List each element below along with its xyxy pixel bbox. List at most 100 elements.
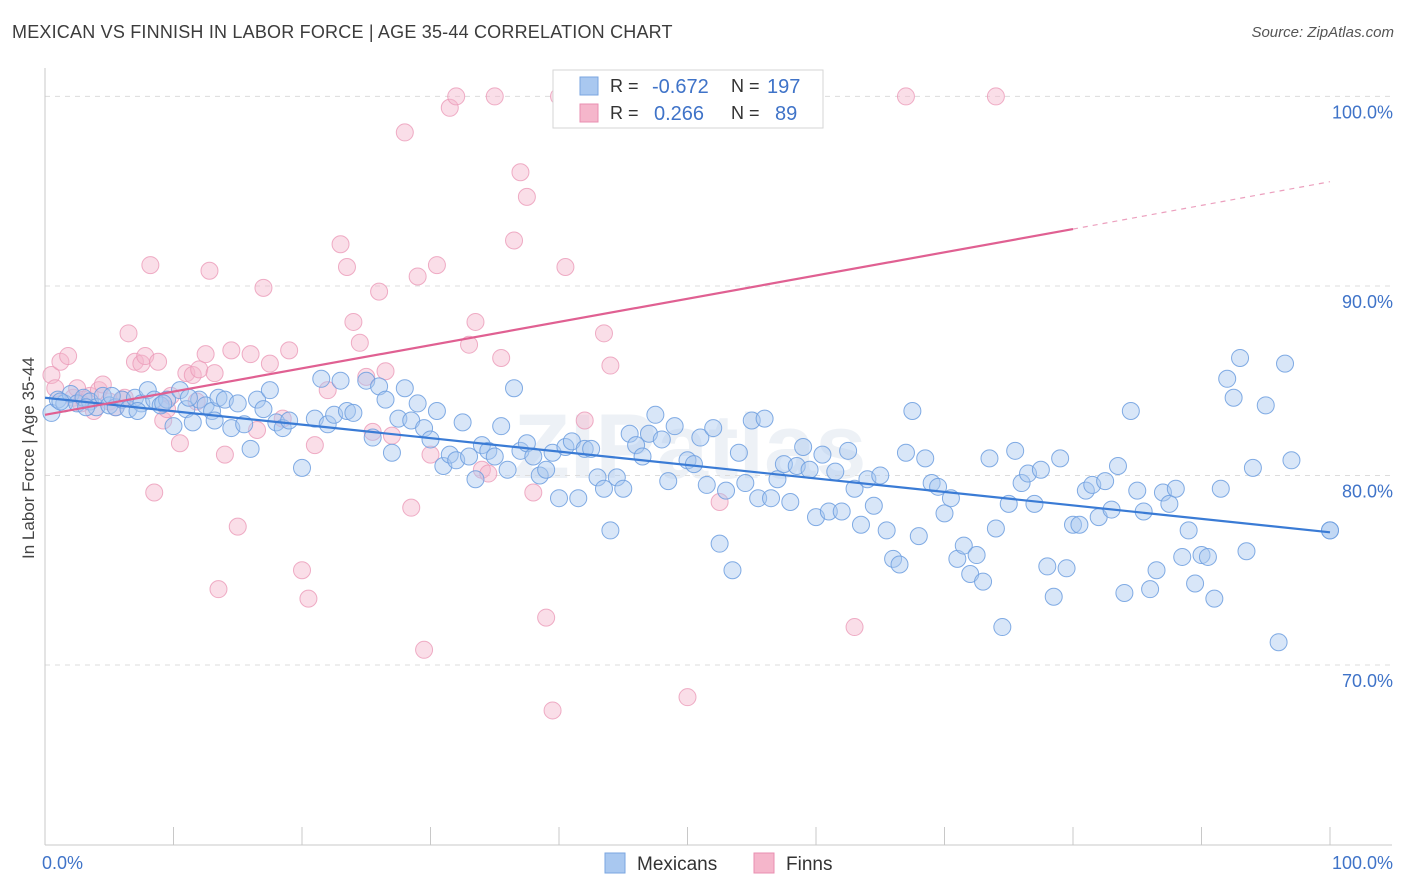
finns-point (376, 362, 395, 381)
mexicans-point (550, 489, 568, 508)
finns-point (318, 381, 337, 400)
mexicans-point (1186, 574, 1205, 593)
legend-swatch-finns (579, 103, 599, 123)
finns-point (440, 98, 459, 117)
mexicans-point (344, 403, 363, 422)
finns-point (305, 436, 324, 455)
mexicans-point (710, 534, 729, 553)
legend-n-label-2: N = (731, 103, 760, 123)
legend-bottom-label-mexicans: Mexicans (637, 854, 717, 875)
legend-bottom-swatch-mexicans (604, 852, 626, 874)
legend-bottom-swatch-finns (753, 852, 775, 874)
mexicans-point (1205, 589, 1224, 608)
mexicans-point (781, 492, 800, 511)
finns-point (421, 445, 440, 464)
mexicans-point (1243, 458, 1262, 477)
mexicans-point (498, 460, 517, 479)
finns-point (505, 231, 524, 250)
y-tick-label: 80.0% (1342, 481, 1393, 501)
mexicans-point (851, 515, 870, 534)
mexicans-point (749, 489, 768, 508)
x-tick-label: 0.0% (42, 853, 83, 873)
mexicans-point (537, 460, 556, 479)
mexicans-point (1179, 521, 1198, 540)
mexicans-point (974, 572, 993, 591)
mexicans-point (890, 555, 909, 574)
mexicans-point (395, 379, 414, 398)
finns-point (408, 267, 427, 286)
mexicans-point (492, 417, 511, 436)
mexicans-point (241, 439, 260, 458)
mexicans-point (280, 411, 299, 430)
y-tick-label: 90.0% (1342, 292, 1393, 312)
mexicans-point (312, 369, 331, 388)
mexicans-point (633, 447, 652, 466)
y-tick-label: 100.0% (1332, 102, 1393, 122)
finns-trend-extension (1072, 181, 1331, 230)
mexicans-point (877, 521, 896, 540)
mexicans-point (51, 392, 70, 411)
mexicans-point (1276, 354, 1295, 373)
finns-point (170, 434, 189, 453)
legend-r-label-2: R = (610, 103, 639, 123)
finns-point (200, 261, 219, 280)
finns-point (228, 517, 247, 536)
mexicans-point (723, 561, 742, 580)
mexicans-point (1173, 547, 1192, 566)
mexicans-point (370, 377, 389, 396)
mexicans-point (154, 394, 173, 413)
legend-bottom: Mexicans Finns (604, 852, 832, 875)
finns-point (524, 483, 543, 502)
finns-point (543, 701, 562, 720)
mexicans-point (1321, 521, 1339, 540)
mexicans-point (704, 419, 723, 438)
mexicans-point (665, 417, 684, 436)
finns-point (415, 640, 434, 659)
mexicans-point (916, 449, 935, 468)
mexicans-point (1025, 494, 1044, 513)
mexicans-point (1012, 474, 1031, 493)
mexicans-point (1141, 580, 1160, 599)
mexicans-point (845, 479, 864, 498)
mexicans-point (594, 479, 613, 498)
mexicans-point (453, 413, 472, 432)
mexicans-point (1231, 348, 1250, 367)
finns-point (337, 257, 356, 276)
finns-point (125, 352, 144, 371)
mexicans-point (1006, 441, 1025, 460)
mexicans-point (646, 405, 665, 424)
mexicans-point (1269, 633, 1288, 652)
finns-point (395, 123, 414, 142)
legend-bottom-label-finns: Finns (786, 854, 832, 875)
mexicans-point (717, 481, 736, 500)
finns-point (986, 87, 1005, 106)
mexicans-point (260, 381, 279, 400)
mexicans-point (954, 536, 973, 555)
mexicans-point (659, 472, 678, 491)
finns-point (190, 360, 209, 379)
mexicans-point (382, 443, 401, 462)
watermark: ZIPatlas (514, 396, 867, 498)
mexicans-point (228, 394, 247, 413)
mexicans-point (1121, 402, 1140, 421)
source-credit: Source: ZipAtlas.com (1251, 24, 1394, 41)
finns-point (601, 356, 620, 375)
mexicans-point (762, 489, 781, 508)
finns-point (260, 354, 279, 373)
finns-point (145, 483, 164, 502)
mexicans-point (505, 379, 524, 398)
mexicans-point (935, 504, 954, 523)
legend-r-value-1: -0.672 (652, 76, 709, 98)
finns-point (556, 257, 575, 276)
mexicans-point (755, 409, 774, 428)
finns-point (575, 411, 594, 430)
legend-n-label-1: N = (731, 76, 760, 96)
mexicans-point (1198, 547, 1217, 566)
mexicans-point (794, 438, 813, 457)
mexicans-point (903, 402, 922, 421)
mexicans-point (1218, 369, 1237, 388)
mexicans-point (614, 479, 633, 498)
mexicans-point (627, 436, 646, 455)
y-tick-label: 70.0% (1342, 671, 1393, 691)
